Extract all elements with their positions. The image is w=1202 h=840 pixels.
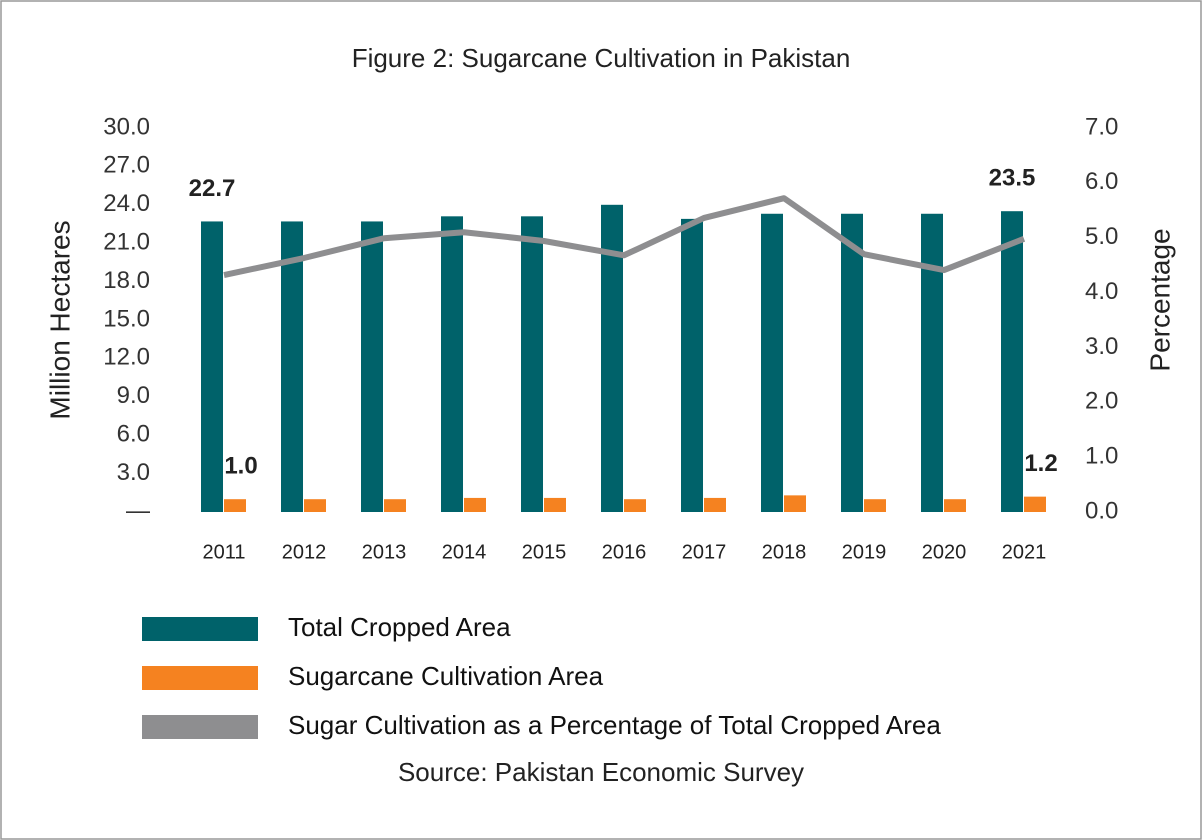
data-label: 1.2: [1024, 450, 1057, 477]
y2-tick-label: 3.0: [1085, 333, 1118, 360]
legend-swatch: [142, 715, 258, 739]
bar: [704, 497, 726, 512]
y-tick-label: 3.0: [117, 459, 150, 486]
bar: [624, 499, 646, 512]
y-tick-label: 24.0: [103, 190, 150, 217]
bar: [544, 497, 566, 512]
bar: [441, 216, 463, 512]
bar: [601, 204, 623, 513]
y-axis-label: Million Hectares: [44, 220, 75, 419]
bar: [361, 221, 383, 512]
data-label: 23.5: [989, 165, 1036, 192]
bar: [304, 499, 326, 512]
x-tick-label: 2015: [522, 541, 567, 563]
legend-swatch: [142, 666, 258, 690]
y-tick-label: 12.0: [103, 344, 150, 371]
y-tick-label: 21.0: [103, 229, 150, 256]
legend-label: Sugar Cultivation as a Percentage of Tot…: [288, 710, 941, 740]
x-tick-label: 2012: [282, 541, 327, 563]
y-tick-label: 15.0: [103, 305, 150, 332]
bar: [864, 499, 886, 512]
y-tick-label: —: [126, 497, 150, 524]
x-tick-label: 2018: [762, 541, 807, 563]
bar: [1024, 496, 1046, 512]
bar: [201, 221, 223, 512]
y2-tick-label: 0.0: [1085, 497, 1118, 524]
bar: [921, 213, 943, 512]
y2-tick-label: 5.0: [1085, 223, 1118, 250]
bar: [281, 221, 303, 512]
y-tick-label: 18.0: [103, 267, 150, 294]
bar: [521, 216, 543, 512]
y2-tick-label: 7.0: [1085, 113, 1118, 140]
y-tick-label: 9.0: [117, 382, 150, 409]
x-tick-label: 2014: [442, 541, 487, 563]
bar: [841, 213, 863, 512]
source: Source: Pakistan Economic Survey: [398, 757, 804, 787]
data-label: 1.0: [224, 453, 257, 480]
y2-tick-label: 1.0: [1085, 442, 1118, 469]
bar: [384, 499, 406, 512]
x-tick-label: 2021: [1002, 541, 1047, 563]
y2-tick-label: 2.0: [1085, 388, 1118, 415]
x-tick-label: 2016: [602, 541, 647, 563]
bar: [944, 499, 966, 512]
line: [223, 195, 1026, 278]
bar: [681, 218, 703, 512]
y-tick-label: 30.0: [103, 113, 150, 140]
x-tick-label: 2011: [202, 541, 245, 563]
y-tick-label: 6.0: [117, 421, 150, 448]
legend-label: Sugarcane Cultivation Area: [288, 661, 604, 691]
x-tick-label: 2020: [922, 541, 967, 563]
legend-label: Total Cropped Area: [288, 612, 511, 642]
bar: [1001, 211, 1023, 512]
bar: [224, 499, 246, 512]
y2-tick-label: 6.0: [1085, 168, 1118, 195]
bar: [761, 213, 783, 512]
legend-swatch: [142, 617, 258, 641]
y2-tick-label: 4.0: [1085, 278, 1118, 305]
x-tick-label: 2017: [682, 541, 727, 563]
y2-axis-label: Percentage: [1144, 228, 1175, 371]
x-tick-label: 2019: [842, 541, 887, 563]
data-label: 22.7: [189, 175, 236, 202]
bar: [464, 497, 486, 512]
bar: [784, 495, 806, 512]
chart-title: Figure 2: Sugarcane Cultivation in Pakis…: [352, 43, 851, 73]
x-tick-label: 2013: [362, 541, 407, 563]
y-tick-label: 27.0: [103, 152, 150, 179]
